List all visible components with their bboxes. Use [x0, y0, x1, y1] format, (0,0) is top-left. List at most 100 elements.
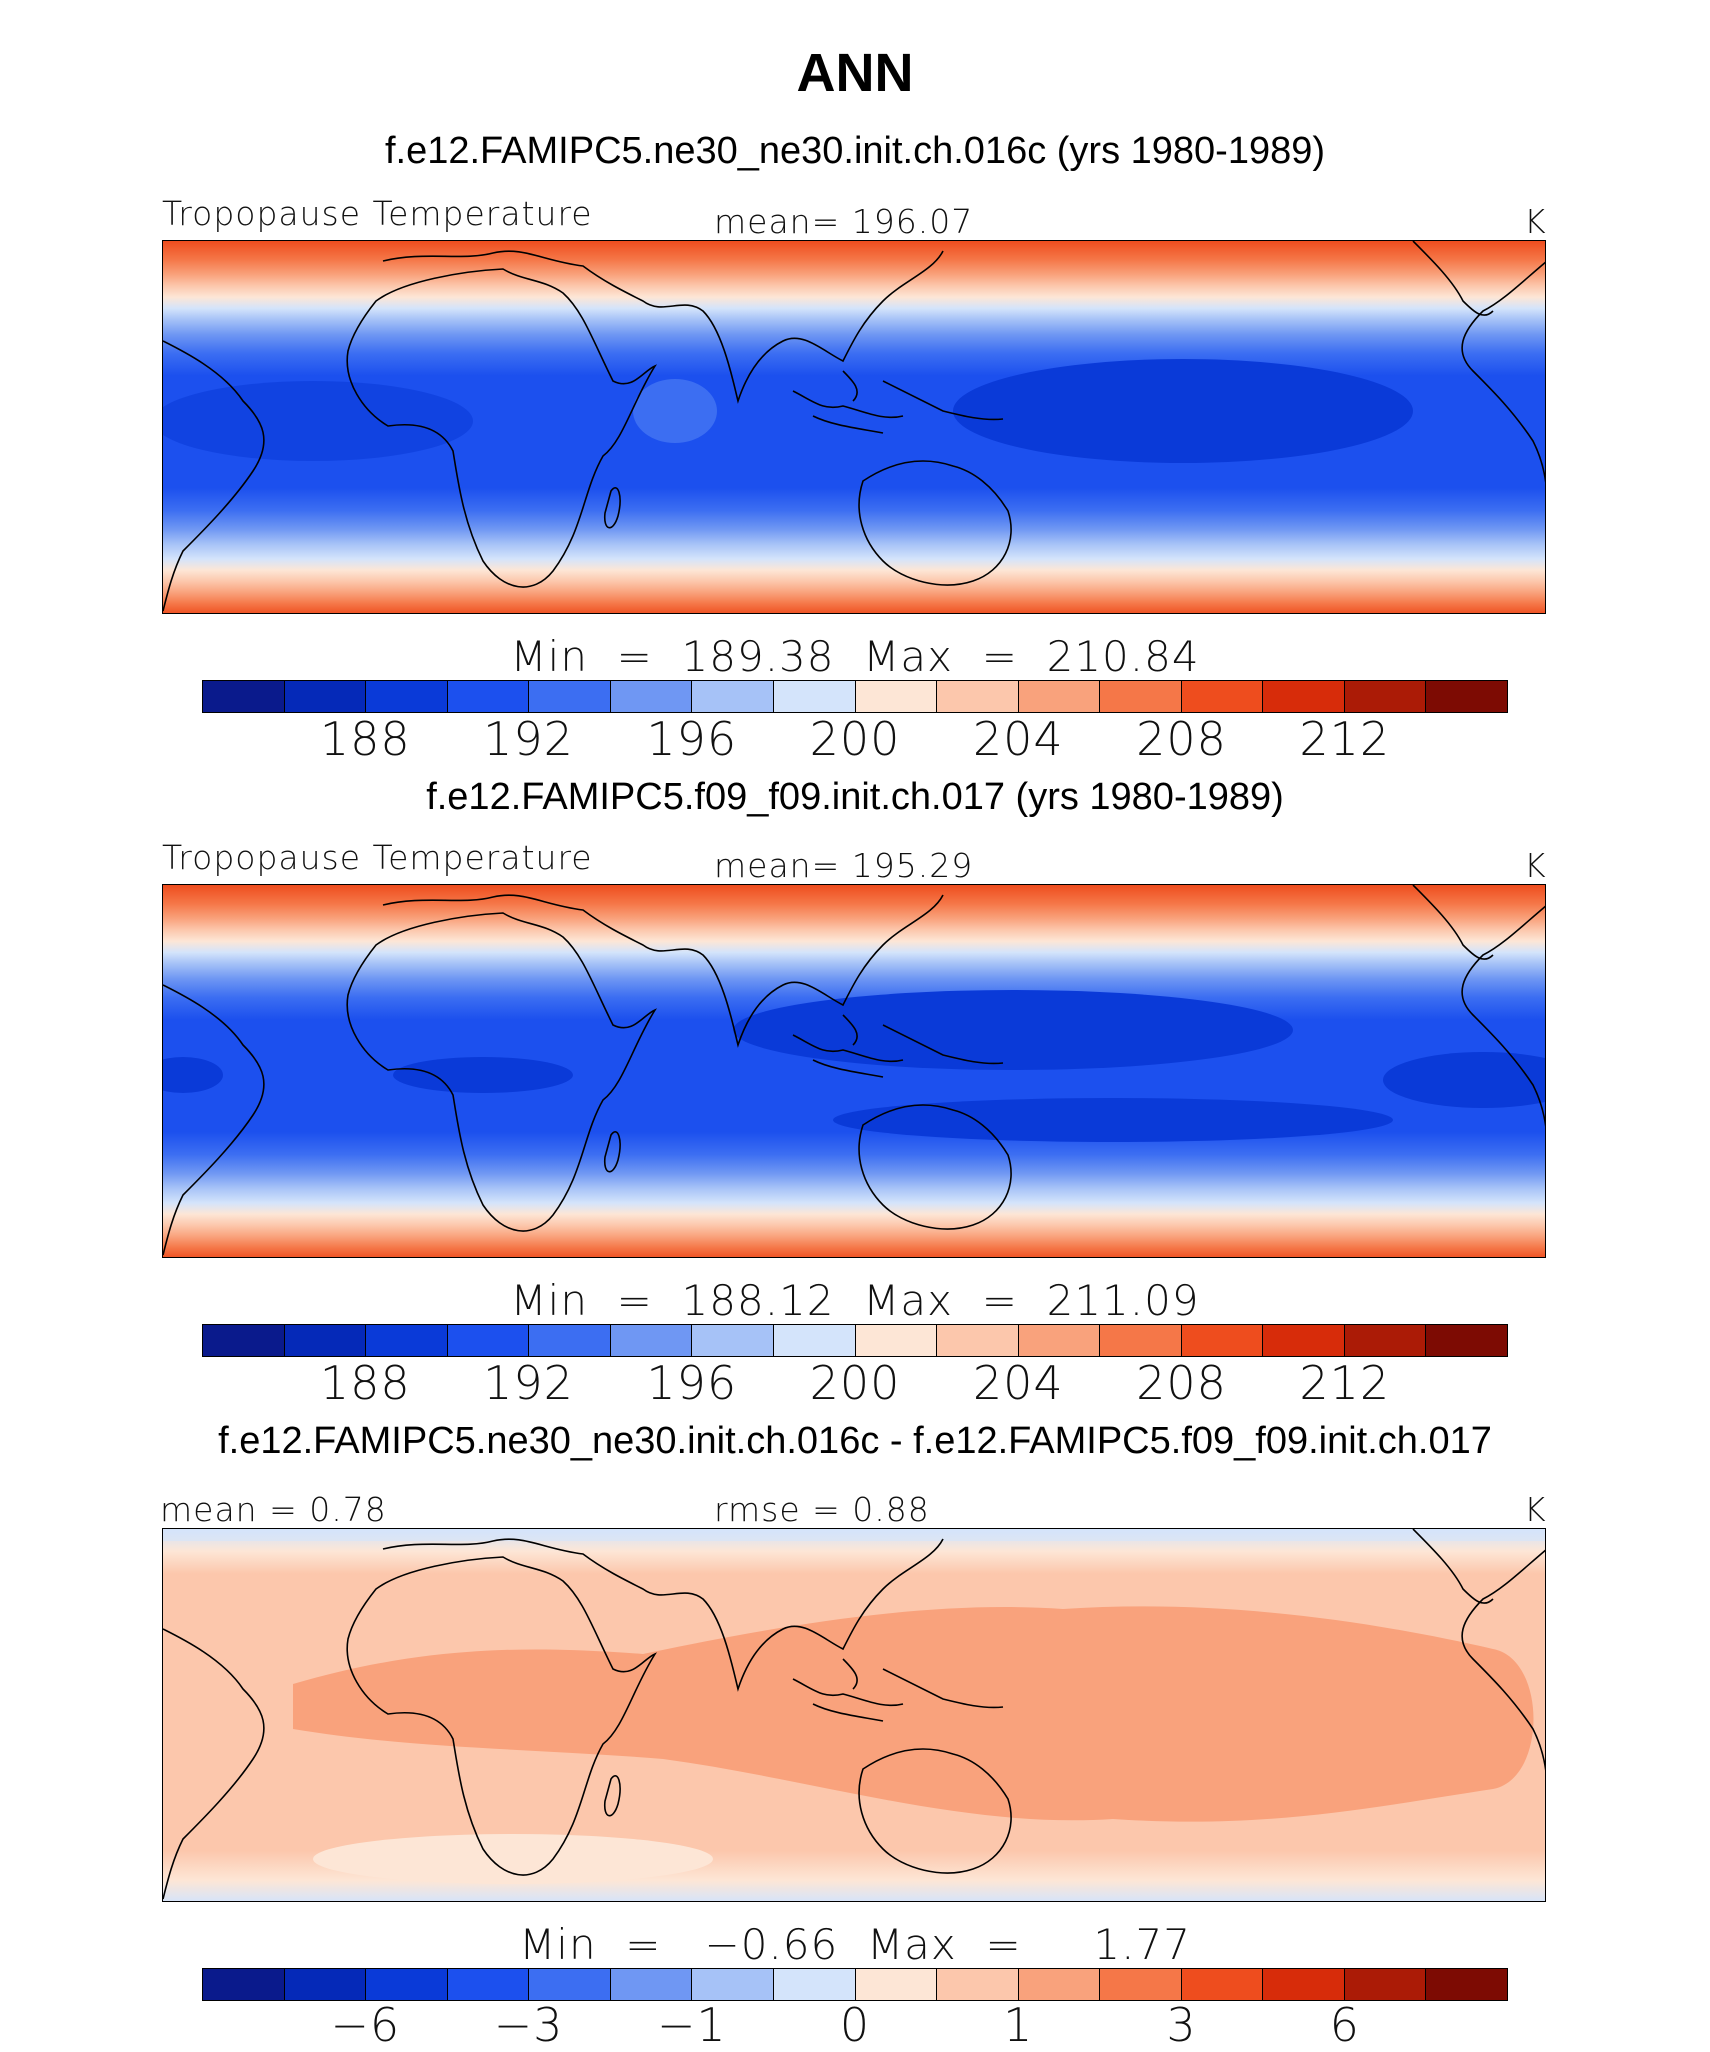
panel2-colorbar-box [529, 1325, 611, 1356]
panel3-map [162, 1528, 1546, 1902]
panel3-minmax: Min = −0.66 Max = 1.77 [519, 1920, 1191, 1969]
panel1-cold-pool-pacific [953, 359, 1413, 463]
panel2-mean-label: mean= 195.29 [714, 846, 974, 885]
panel3-colorbar-ticks: −6 −3 −1 0 1 3 6 [0, 1998, 1710, 2052]
plot-title: ANN [796, 43, 914, 103]
panel1-colorbar-box [610, 681, 693, 712]
panel3-colorbar [202, 1968, 1508, 2001]
panel2-colorbar-box [1181, 1325, 1264, 1356]
panel2-colorbar-tick: 208 [1136, 1356, 1227, 1410]
panel1-colorbar-box [1100, 681, 1182, 712]
panel2-colorbar-ticks: 188 192 196 200 204 208 212 [0, 1356, 1710, 1416]
panel1-colorbar-box [1426, 681, 1507, 712]
panel3-case-title: f.e12.FAMIPC5.ne30_ne30.init.ch.016c - f… [218, 1420, 1492, 1462]
panel1-colorbar-box [529, 681, 611, 712]
panel2-colorbar-box [203, 1325, 285, 1356]
panel1-units-label: K [1524, 202, 1547, 241]
panel1-case-title: f.e12.FAMIPC5.ne30_ne30.init.ch.016c (yr… [384, 130, 1326, 172]
panel1-colorbar-box [366, 681, 448, 712]
panel3-units-label: K [1524, 1490, 1547, 1529]
panel1-colorbar-box [1263, 681, 1345, 712]
panel2-colorbar-box [447, 1325, 530, 1356]
panel2-colorbar-box [284, 1325, 367, 1356]
panel2-colorbar-tick: 196 [646, 1356, 738, 1410]
panel1-colorbar-box [203, 681, 285, 712]
panel2-colorbar-tick: 200 [809, 1356, 901, 1410]
panel1-mean-label: mean= 196.07 [714, 202, 974, 241]
panel2-variable-label: Tropopause Temperature [162, 838, 593, 877]
panel3-colorbar-box [529, 1969, 611, 2000]
panel1-colorbar-tick: 212 [1299, 712, 1391, 766]
panel1-colorbar-tick: 200 [809, 712, 901, 766]
panel3-colorbar-box [1100, 1969, 1182, 2000]
panel3-colorbar-box [1018, 1969, 1101, 2000]
panel3-colorbar-box [1344, 1969, 1427, 2000]
panel3-colorbar-box [692, 1969, 774, 2000]
panel2-colorbar-tick: 192 [483, 1356, 574, 1410]
panel1-map [162, 240, 1546, 614]
panel1-colorbar-tick: 204 [972, 712, 1064, 766]
panel2-colorbar-tick: 204 [972, 1356, 1064, 1410]
panel2-cold-pool-east [1383, 1052, 1545, 1108]
panel1-colorbar-box [692, 681, 774, 712]
panel2-colorbar-box [692, 1325, 774, 1356]
panel2-cold-pool-south [833, 1098, 1393, 1142]
panel1-colorbar-box [284, 681, 367, 712]
panel3-colorbar-box [1181, 1969, 1264, 2000]
panel2-map [162, 884, 1546, 1258]
panel2-colorbar [202, 1324, 1508, 1357]
panel1-cold-pool-atlantic [163, 381, 473, 461]
panel1-colorbar-box [1344, 681, 1427, 712]
panel2-colorbar-tick: 188 [319, 1356, 411, 1410]
panel2-units-label: K [1524, 846, 1547, 885]
panel3-colorbar-tick: 1 [1003, 1998, 1034, 2052]
panel3-colorbar-box [610, 1969, 693, 2000]
panel3-coastlines [163, 1529, 1545, 1900]
panel1-colorbar-tick: 188 [319, 712, 411, 766]
panel2-colorbar-box [937, 1325, 1019, 1356]
panel3-mean-label: mean = 0.78 [160, 1490, 387, 1529]
panel3-colorbar-box [366, 1969, 448, 2000]
panel3-colorbar-box [203, 1969, 285, 2000]
panel3-colorbar-box [1263, 1969, 1345, 2000]
panel3-colorbar-box [1426, 1969, 1507, 2000]
panel2-colorbar-box [1344, 1325, 1427, 1356]
panel1-minmax: Min = 189.38 Max = 210.84 [510, 632, 1200, 681]
panel1-colorbar [202, 680, 1508, 713]
panel2-colorbar-box [366, 1325, 448, 1356]
panel1-colorbar-box [937, 681, 1019, 712]
panel1-colorbar-tick: 192 [483, 712, 574, 766]
panel1-colorbar-box [1018, 681, 1101, 712]
panel3-colorbar-tick: −6 [330, 1998, 401, 2052]
panel2-colorbar-box [1100, 1325, 1182, 1356]
panel2-cold-pool-north [733, 990, 1293, 1070]
panel2-colorbar-box [610, 1325, 693, 1356]
panel2-minmax: Min = 188.12 Max = 211.09 [510, 1276, 1200, 1325]
panel2-colorbar-box [855, 1325, 938, 1356]
panel3-rmse-label: rmse = 0.88 [714, 1490, 930, 1529]
panel1-colorbar-box [447, 681, 530, 712]
panel3-low-south [313, 1834, 713, 1884]
panel2-colorbar-tick: 212 [1299, 1356, 1391, 1410]
panel2-coastlines [163, 885, 1545, 1256]
panel3-colorbar-tick: 3 [1166, 1998, 1197, 2052]
panel3-colorbar-tick: −3 [493, 1998, 564, 2052]
panel2-colorbar-box [1263, 1325, 1345, 1356]
panel3-colorbar-tick: −1 [656, 1998, 727, 2052]
panel2-case-title: f.e12.FAMIPC5.f09_f09.init.ch.017 (yrs 1… [426, 776, 1284, 818]
panel2-colorbar-box [773, 1325, 856, 1356]
panel3-colorbar-box [937, 1969, 1019, 2000]
panel2-colorbar-box [1018, 1325, 1101, 1356]
panel1-colorbar-tick: 208 [1136, 712, 1227, 766]
panel3-colorbar-box [447, 1969, 530, 2000]
panel1-colorbar-box [1181, 681, 1264, 712]
panel3-colorbar-tick: 6 [1329, 1998, 1360, 2052]
panel3-positive-band [293, 1606, 1534, 1822]
panel3-colorbar-tick: 0 [839, 1998, 871, 2052]
panel1-variable-label: Tropopause Temperature [162, 194, 593, 233]
panel1-coastlines [163, 241, 1545, 612]
panel2-cold-pool-africa [393, 1057, 573, 1093]
panel1-colorbar-ticks: 188 192 196 200 204 208 212 [0, 712, 1710, 772]
panel1-warm-patch [633, 379, 717, 443]
panel1-colorbar-box [855, 681, 938, 712]
